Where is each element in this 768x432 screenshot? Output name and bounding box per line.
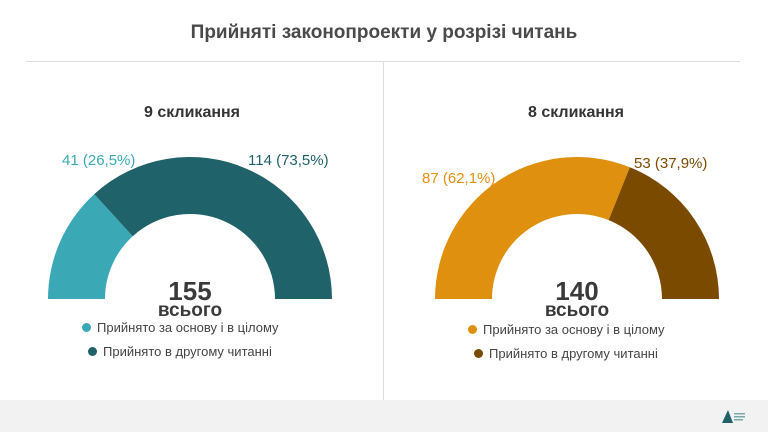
total-value: 155 xyxy=(168,276,212,306)
gauge xyxy=(48,156,333,299)
gauge-segment-0 xyxy=(48,194,133,299)
legend-item-1: Прийнято в другому читанні xyxy=(88,344,272,359)
legend-label: Прийнято за основу і в цілому xyxy=(97,320,279,335)
legend-label: Прийнято в другому читанні xyxy=(489,346,658,361)
data-label-1: 53 (37,9%) xyxy=(634,155,708,172)
legend-label: Прийнято в другому читанні xyxy=(103,344,272,359)
total-label: всього xyxy=(157,300,223,321)
legend-item-1: Прийнято в другому читанні xyxy=(474,346,658,361)
data-label-1: 114 (73,5%) xyxy=(248,152,329,169)
chart-title: 9 скликання xyxy=(143,104,240,121)
chart-9-convocation: 9 скликання 155 всього 41 (26,5%) 114 (7… xyxy=(0,62,384,400)
legend-item-0: Прийнято за основу і в цілому xyxy=(468,322,665,337)
divider xyxy=(26,61,740,62)
divider-vertical xyxy=(383,62,384,400)
footer xyxy=(0,400,768,432)
legend-item-0: Прийнято за основу і в цілому xyxy=(82,320,279,335)
total-value: 140 xyxy=(555,276,599,306)
legend-marker xyxy=(474,349,483,358)
chart-title: 8 скликання xyxy=(527,104,624,121)
page-title: Прийняті законопроекти у розрізі читань xyxy=(190,22,578,43)
legend-marker xyxy=(468,325,477,334)
gauge xyxy=(435,157,719,299)
total-label: всього xyxy=(544,300,610,321)
chart-8-convocation: 8 скликання 140 всього 87 (62,1%) 53 (37… xyxy=(384,62,768,400)
legend-marker xyxy=(88,347,97,356)
gauge-segment-0 xyxy=(435,157,630,299)
legend-label: Прийнято за основу і в цілому xyxy=(483,322,665,337)
gauge-segment-1 xyxy=(608,167,719,299)
data-label-0: 87 (62,1%) xyxy=(422,170,496,187)
gauge-segment-1 xyxy=(94,156,333,299)
legend-marker xyxy=(82,323,91,332)
data-label-0: 41 (26,5%) xyxy=(62,152,136,169)
logo-icon xyxy=(722,410,745,423)
